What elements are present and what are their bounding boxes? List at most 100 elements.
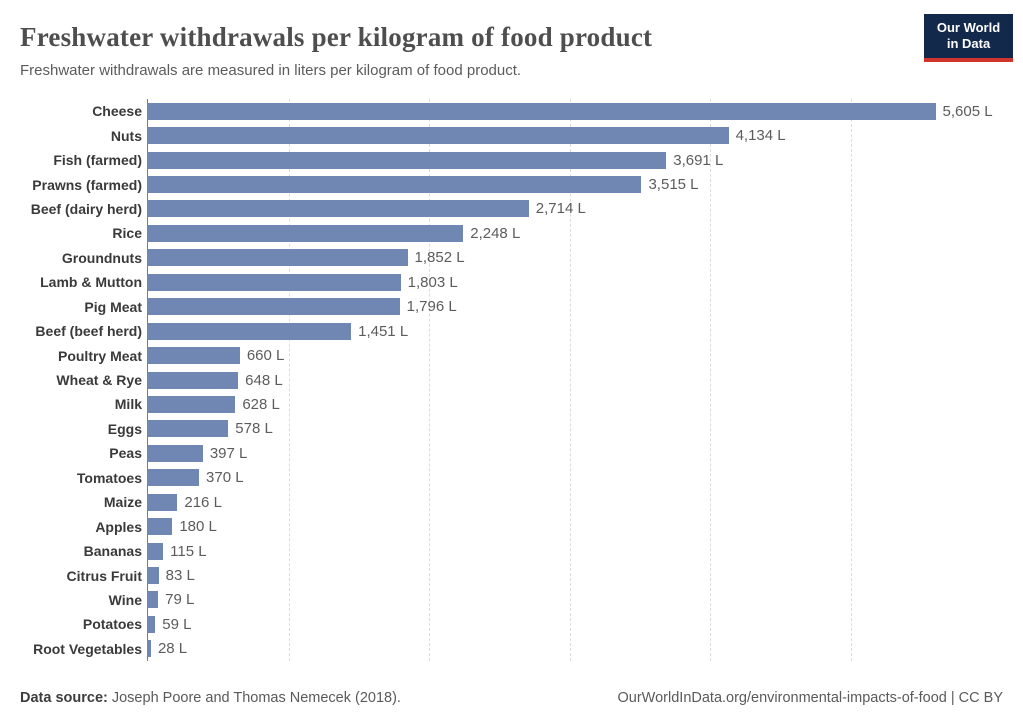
bar	[147, 567, 159, 585]
bar	[147, 640, 151, 658]
bar-plot-area: 1,803 L	[147, 270, 1005, 294]
value-label: 79 L	[165, 591, 195, 609]
category-label: Milk	[114, 396, 142, 413]
bar	[147, 371, 239, 389]
value-label: 648 L	[245, 371, 283, 389]
value-label: 83 L	[165, 567, 195, 585]
data-source-text: Joseph Poore and Thomas Nemecek (2018).	[107, 690, 401, 706]
bar-plot-area: 3,515 L	[147, 172, 1005, 196]
bar-row: Wine 79 L	[0, 588, 1023, 612]
bar	[147, 469, 200, 487]
value-label: 628 L	[242, 395, 280, 413]
category-label: Beef (beef herd)	[35, 323, 142, 340]
bar-row: Rice 2,248 L	[0, 221, 1023, 245]
category-label: Citrus Fruit	[66, 567, 142, 584]
bar	[147, 102, 936, 120]
bar-row: Wheat & Rye 648 L	[0, 368, 1023, 392]
bar-row: Citrus Fruit 83 L	[0, 563, 1023, 587]
bar-plot-area: 648 L	[147, 368, 1005, 392]
value-label: 1,796 L	[406, 298, 457, 316]
category-label: Cheese	[92, 103, 142, 120]
bar-plot-area: 397 L	[147, 441, 1005, 465]
credit-line: OurWorldInData.org/environmental-impacts…	[617, 690, 1003, 706]
bar-row: Bananas 115 L	[0, 539, 1023, 563]
bar-plot-area: 1,852 L	[147, 246, 1005, 270]
bar-row: Lamb & Mutton 1,803 L	[0, 270, 1023, 294]
value-label: 1,852 L	[414, 249, 465, 267]
bar-plot-area: 2,714 L	[147, 197, 1005, 221]
bar-row: Maize 216 L	[0, 490, 1023, 514]
bar-plot-area: 216 L	[147, 490, 1005, 514]
bar	[147, 347, 240, 365]
bar-row: Beef (dairy herd) 2,714 L	[0, 197, 1023, 221]
bar-row: Groundnuts 1,852 L	[0, 246, 1023, 270]
bar-row: Nuts 4,134 L	[0, 123, 1023, 147]
category-label: Groundnuts	[61, 249, 142, 266]
value-label: 4,134 L	[735, 127, 786, 145]
bar-row: Poultry Meat 660 L	[0, 343, 1023, 367]
bar	[147, 542, 164, 560]
bar-row: Fish (farmed) 3,691 L	[0, 148, 1023, 172]
value-label: 28 L	[157, 640, 188, 658]
bar-row: Tomatoes 370 L	[0, 466, 1023, 490]
category-label: Apples	[95, 518, 142, 535]
value-label: 216 L	[184, 493, 222, 511]
category-label: Poultry Meat	[57, 347, 142, 364]
value-label: 397 L	[209, 444, 248, 462]
bar-plot-area: 83 L	[147, 563, 1005, 587]
data-source-label: Data source:	[20, 690, 108, 706]
bar-row: Peas 397 L	[0, 441, 1023, 465]
value-label: 3,691 L	[673, 151, 724, 169]
bar-row: Beef (beef herd) 1,451 L	[0, 319, 1023, 343]
value-label: 1,803 L	[407, 273, 458, 291]
bar-row: Eggs 578 L	[0, 417, 1023, 441]
bar-plot-area: 578 L	[147, 417, 1005, 441]
bar	[147, 420, 229, 438]
chart-subtitle: Freshwater withdrawals are measured in l…	[20, 62, 522, 79]
gridline-5000	[850, 99, 852, 661]
category-label: Wine	[108, 591, 142, 608]
value-label: 180 L	[179, 518, 217, 536]
gridline-3000	[569, 99, 571, 661]
category-label: Eggs	[107, 420, 142, 437]
value-label: 5,605 L	[942, 102, 993, 120]
bar-row: Prawns (farmed) 3,515 L	[0, 172, 1023, 196]
bar-plot-area: 180 L	[147, 514, 1005, 538]
category-label: Lamb & Mutton	[40, 274, 142, 291]
bar	[147, 200, 529, 218]
bar-rows: Cheese 5,605 L Nuts 4,134 L Fish (farmed) 3,6…	[0, 99, 1023, 661]
bar-plot-area: 28 L	[147, 637, 1005, 661]
category-label: Maize	[103, 494, 142, 511]
category-label: Pig Meat	[84, 298, 142, 315]
bar-chart: Cheese 5,605 L Nuts 4,134 L Fish (farmed) 3,6…	[0, 99, 1023, 661]
value-label: 115 L	[170, 542, 207, 560]
bar	[147, 591, 159, 609]
bar-plot-area: 3,691 L	[147, 148, 1005, 172]
category-label: Bananas	[83, 543, 142, 560]
value-label: 59 L	[162, 615, 192, 633]
value-label: 3,515 L	[648, 176, 699, 194]
bar	[147, 176, 642, 194]
value-label: 660 L	[246, 347, 285, 365]
bar-row: Root Vegetables 28 L	[0, 637, 1023, 661]
category-label: Beef (dairy herd)	[30, 200, 142, 217]
bar-plot-area: 2,248 L	[147, 221, 1005, 245]
category-label: Tomatoes	[76, 469, 142, 486]
category-label: Wheat & Rye	[56, 372, 142, 389]
bar	[147, 395, 236, 413]
bar-plot-area: 370 L	[147, 466, 1005, 490]
bar	[147, 322, 352, 340]
bar	[147, 444, 203, 462]
bar-plot-area: 59 L	[147, 612, 1005, 636]
bar-row: Pig Meat 1,796 L	[0, 295, 1023, 319]
bar	[147, 273, 401, 291]
bar	[147, 615, 156, 633]
bar	[147, 493, 178, 511]
category-label: Nuts	[110, 127, 142, 144]
bar-plot-area: 1,451 L	[147, 319, 1005, 343]
bar-row: Milk 628 L	[0, 392, 1023, 416]
bar-row: Apples 180 L	[0, 514, 1023, 538]
bar	[147, 518, 173, 536]
category-label: Peas	[109, 445, 142, 462]
